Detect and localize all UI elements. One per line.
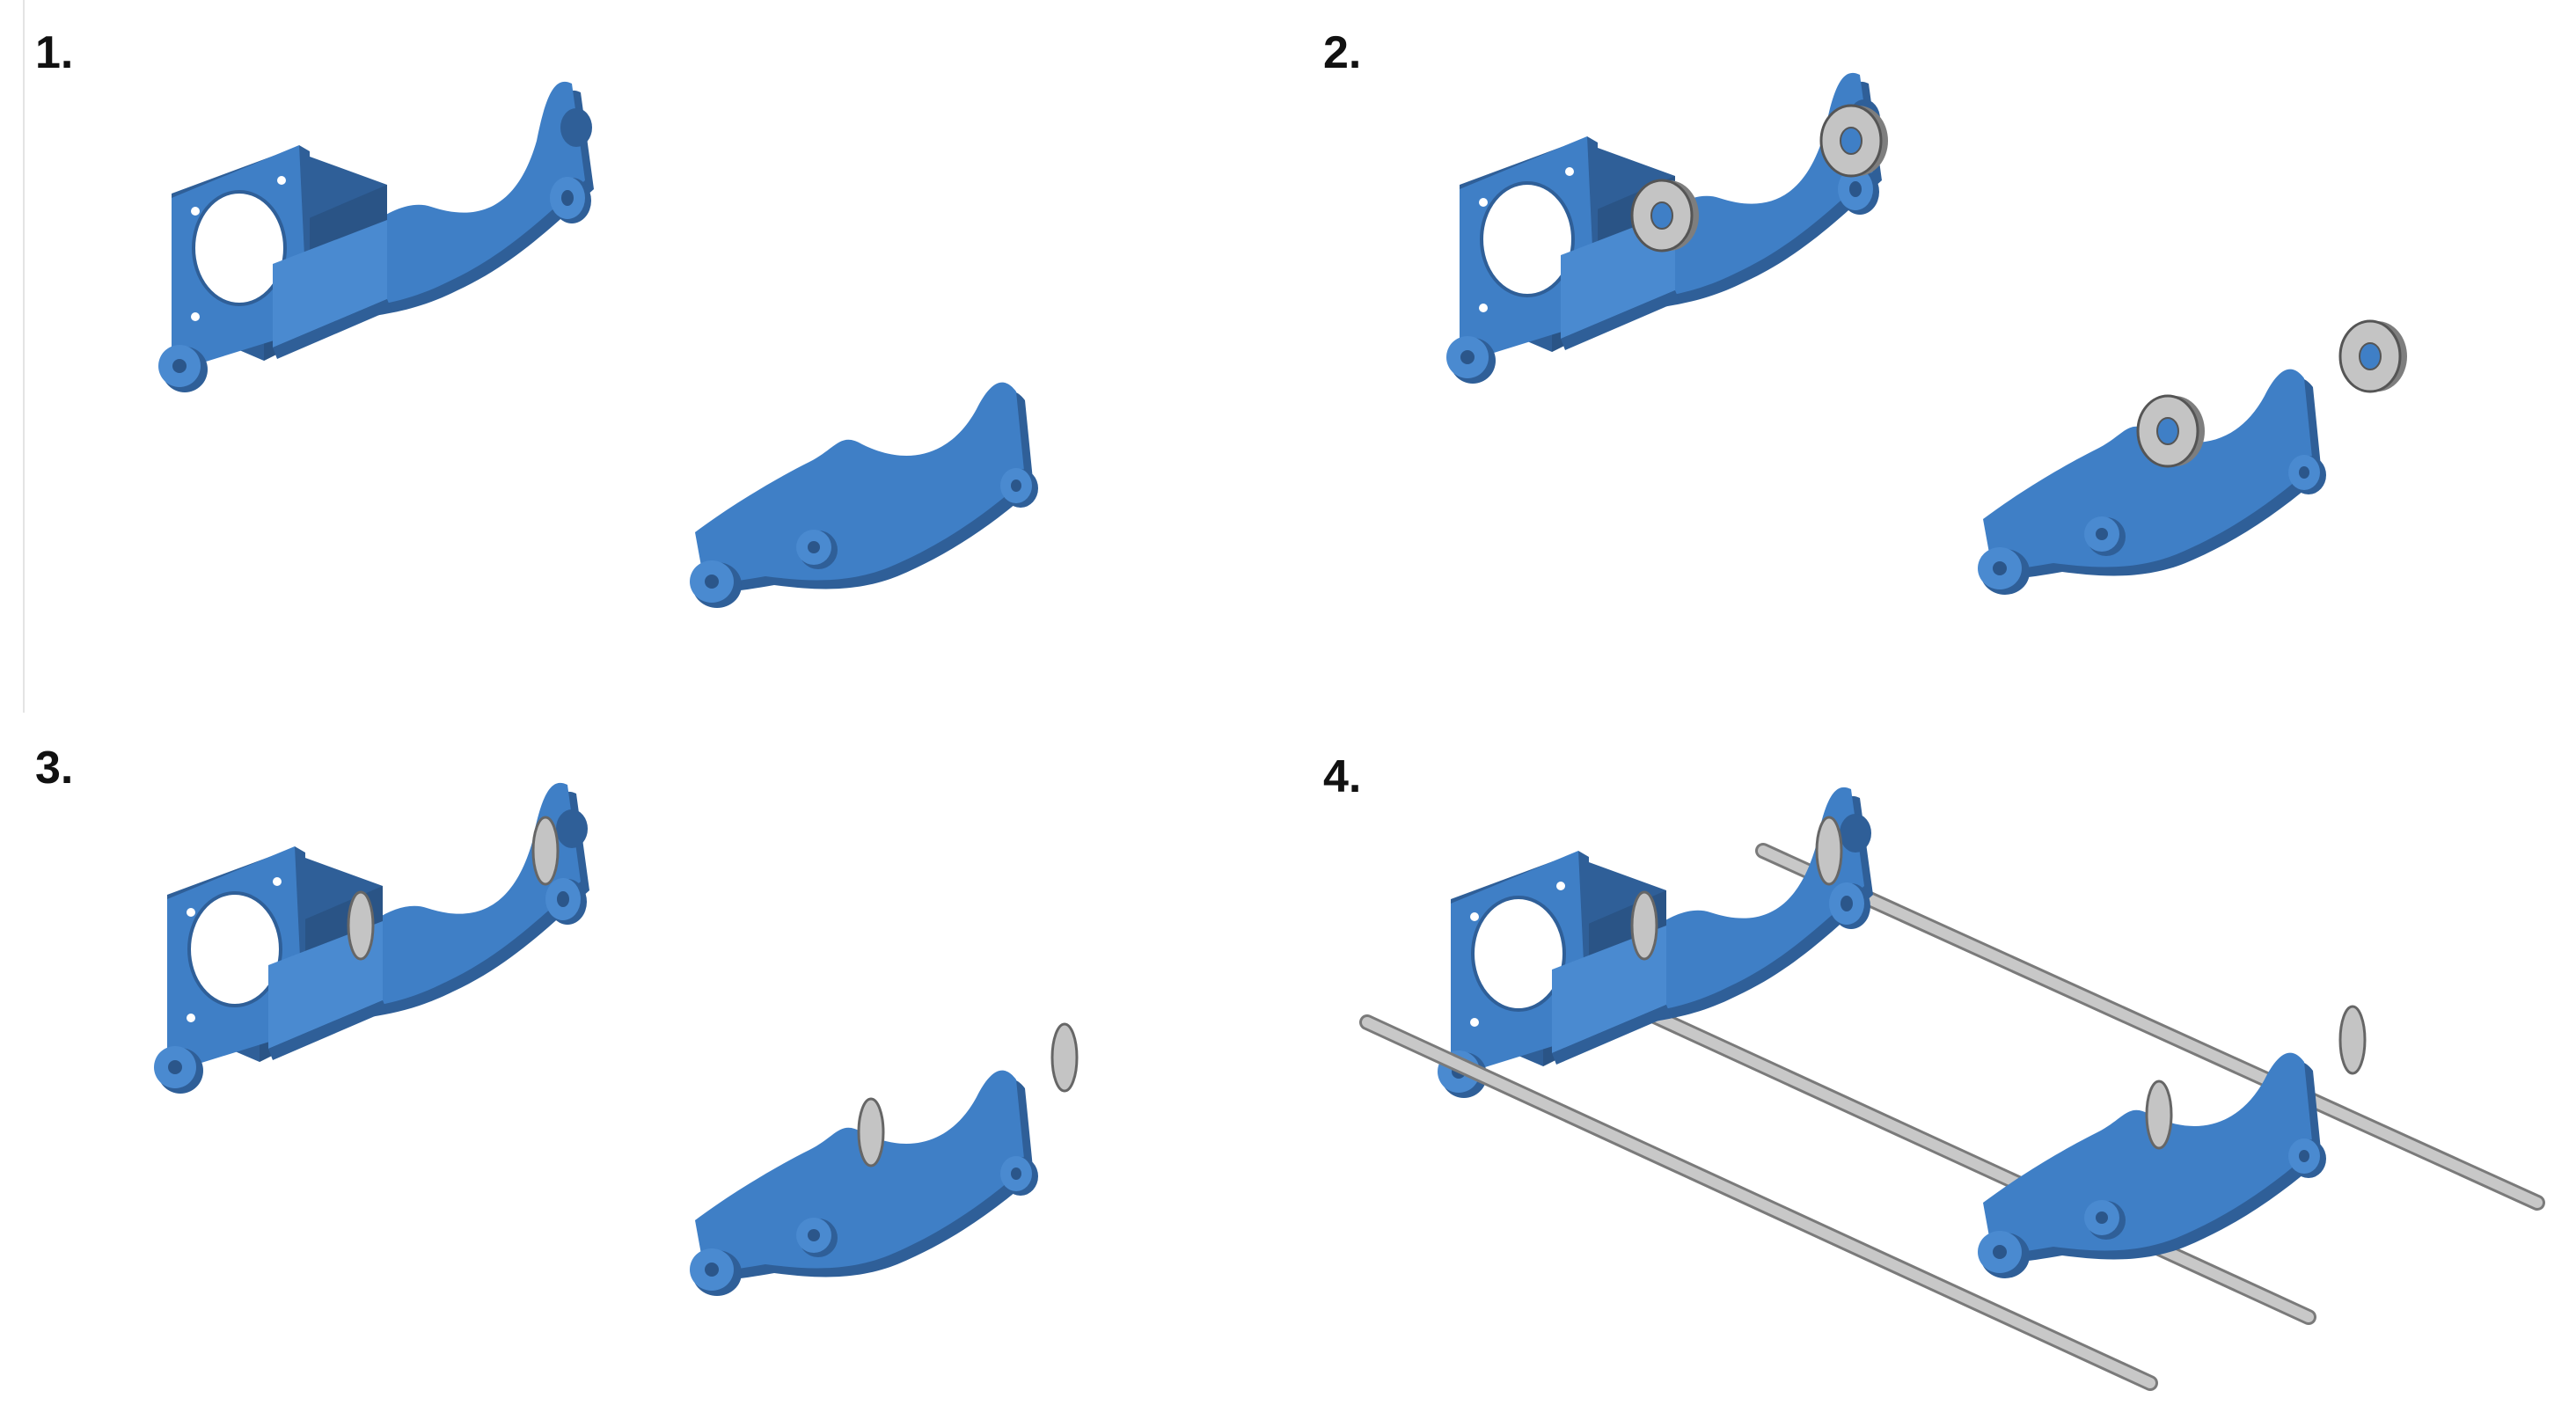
step-panel-2: 2. [1288,0,2576,710]
step-1-illustration [157,79,1038,608]
bearing-icon [857,1097,885,1167]
rod-middle [1526,953,2316,1325]
bearing-icon [347,890,375,961]
bearing-icon [2145,1080,2173,1150]
bearing-icon [2338,1005,2367,1075]
motor-bracket-part [157,79,596,394]
rod-back [1755,843,2545,1211]
bearing-icon [1819,104,1890,178]
bearing-icon [2338,319,2409,393]
panel-divider [23,0,25,713]
step-2-illustration [1445,70,2409,595]
bearing-icon [1630,179,1701,253]
idler-bracket-part [690,382,1038,608]
step-label: 2. [1323,27,1362,78]
step-panel-4: 4. [1288,710,2576,1420]
rod-front [1359,1014,2158,1391]
bearing-icon [1815,816,1843,886]
step-panel-1: 1. [0,0,1288,713]
step-label: 3. [35,743,74,794]
step-3-illustration [152,780,1079,1296]
bearing-icon [531,816,560,886]
bearing-icon [2136,394,2206,468]
step-label: 4. [1323,751,1362,802]
step-label: 1. [35,27,74,78]
bearing-icon [1630,890,1658,961]
bearing-icon [1050,1022,1079,1093]
step-4-illustration [1359,785,2545,1391]
step-panel-3: 3. [0,710,1288,1420]
